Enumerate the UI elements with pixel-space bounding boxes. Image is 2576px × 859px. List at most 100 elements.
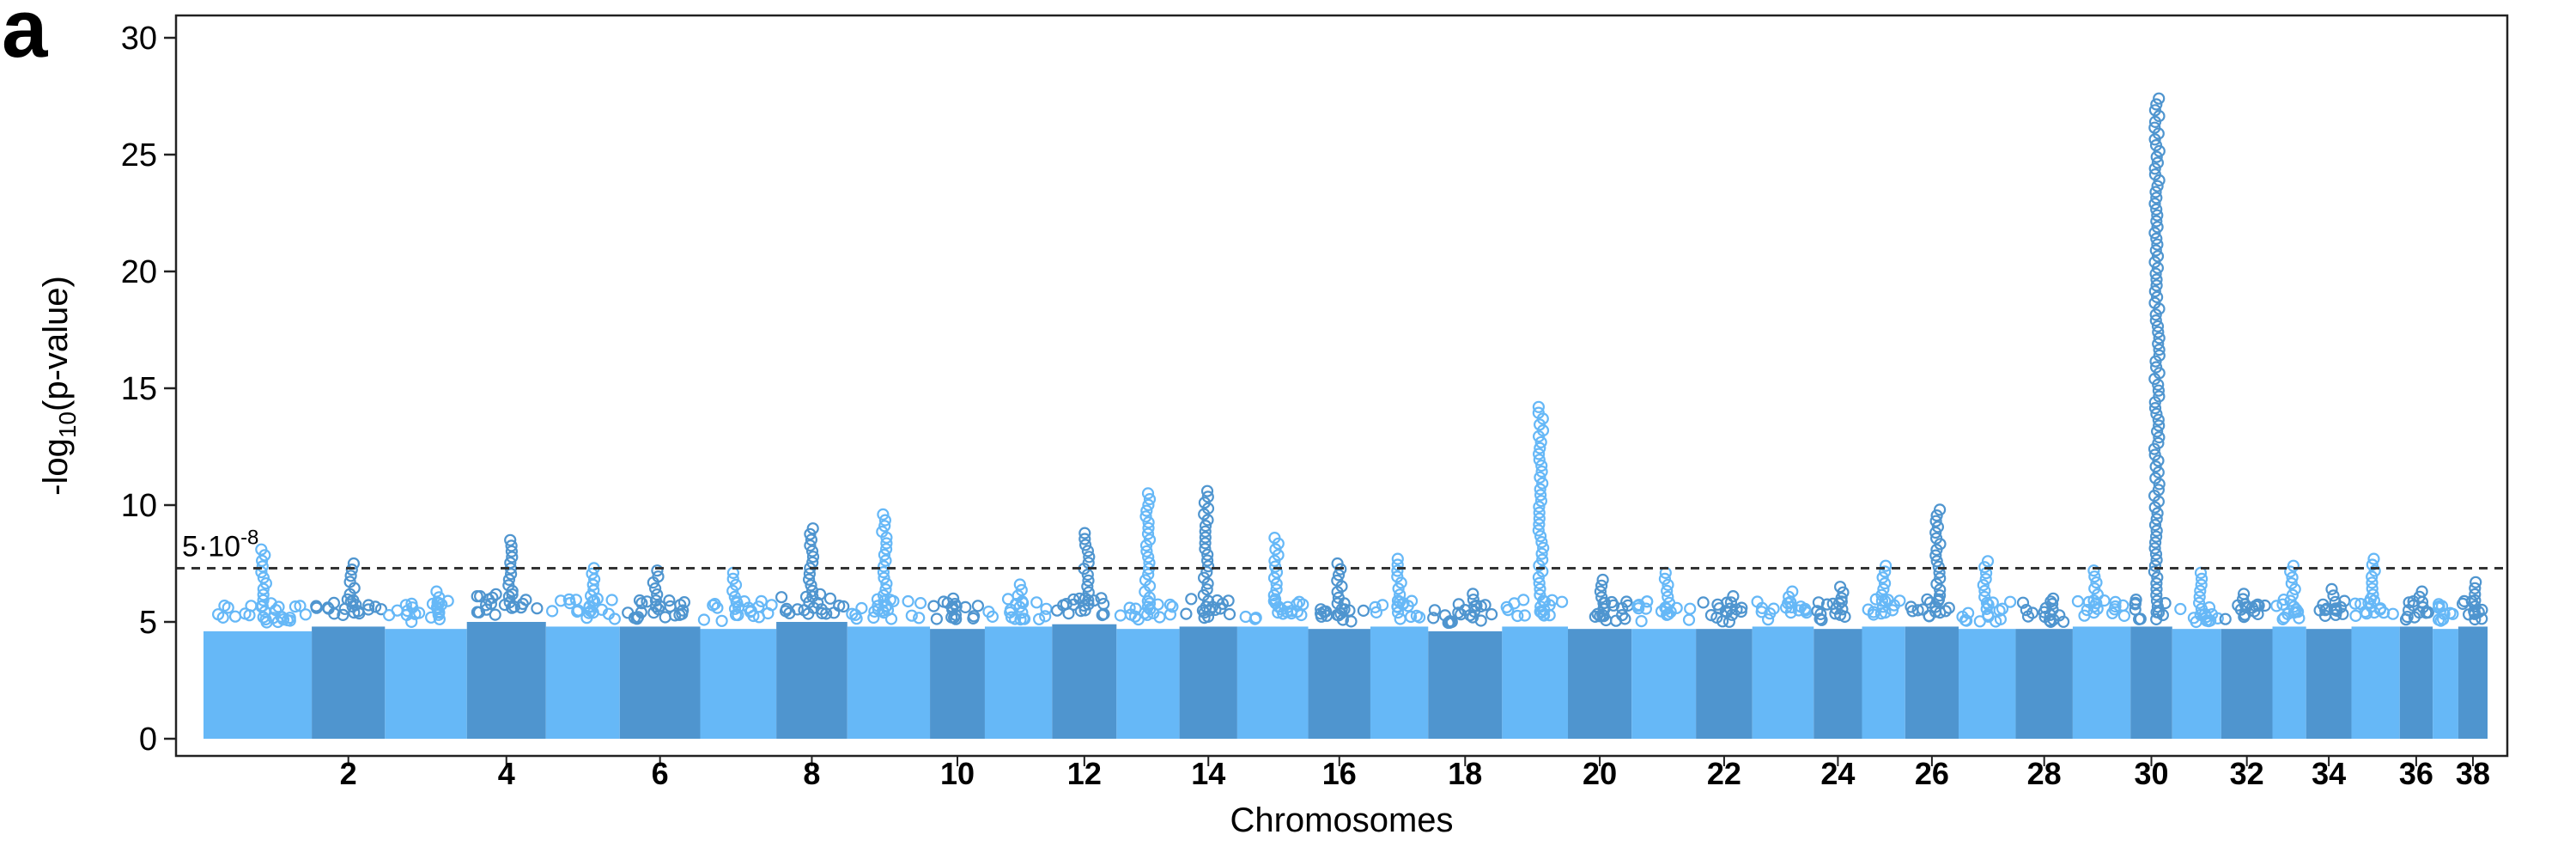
snp-point [216,611,229,624]
snp-point [1067,593,1080,606]
chromosome-24-block [1814,629,1862,739]
snp-peak-point [2468,606,2482,619]
snp-point [1814,612,1826,625]
x-tick-label: 12 [1067,756,1102,791]
snp-peak-point [1537,541,1550,555]
snp-peak-point [1267,571,1281,585]
snp-peak-point [1467,588,1479,600]
snp-peak-point [2153,349,2166,362]
snp-point [516,597,529,611]
snp-peak-point [1082,598,1095,611]
snp-peak-point [2368,606,2381,619]
snp-peak-point [1142,498,1155,512]
y-tick-label: 10 [121,488,157,524]
snp-peak-point [2325,582,2338,596]
snp-point [362,599,375,612]
snp-point [531,602,544,615]
chromosome-28-block [2015,629,2073,739]
snp-peak-point [2088,582,2101,595]
snp-peak-point [1533,518,1546,531]
snp-peak-point [2286,571,2299,584]
snp-point [1114,609,1127,622]
snp-peak-point [1267,588,1280,602]
chromosome-37-points [2433,598,2459,739]
snp-peak-point [1083,551,1096,564]
snp-point [849,608,862,621]
snp-point [2338,594,2351,607]
snp-peak-point [2149,472,2162,484]
chromosome-35-points [2348,552,2400,739]
chromosome-3-block [385,629,467,739]
snp-peak-point [1535,459,1548,472]
snp-peak-point [1392,582,1405,595]
snp-peak-point [1140,545,1153,557]
snp-peak-point [1534,471,1546,484]
snp-peak-point [804,539,817,552]
snp-point [1799,604,1812,617]
chromosome-23-points [1751,585,1814,739]
x-tick-label: 16 [1322,756,1357,791]
snp-point [930,612,944,625]
snp-point [1615,608,1629,622]
snp-peak-point [1140,608,1154,621]
snp-peak-point [2153,332,2166,344]
snp-peak-point [2150,150,2163,163]
chromosome-25-block [1862,626,1905,739]
snp-peak-point [255,543,268,556]
y-tick-label: 15 [121,371,157,407]
snp-peak-point [2366,558,2379,571]
snp-peak-point [1201,490,1214,503]
snp-point [2071,594,2084,608]
chromosome-15-block [1236,626,1309,739]
snp-peak-point [2148,565,2160,578]
snp-peak-point [878,594,890,607]
chromosome-12-block [1052,624,1117,739]
snp-peak-point [2193,590,2206,604]
snp-peak-point [1661,608,1674,621]
snp-point [1555,595,1569,608]
snp-peak-point [1197,571,1211,584]
chromosome-29-points [2071,564,2131,739]
snp-point [959,600,972,614]
snp-peak-point [1394,576,1407,589]
chromosome-7-block [700,629,777,739]
snp-peak-point [2287,559,2300,572]
snp-point [545,605,559,618]
snp-peak-point [1979,572,1992,586]
snp-peak-point [878,571,890,584]
snp-peak-point [2149,186,2162,198]
snp-peak-point [2148,518,2162,532]
snp-peak-point [2287,606,2300,619]
snp-peak-point [1199,531,1212,544]
snp-peak-point [1534,489,1547,502]
snp-peak-point [1661,584,1674,598]
snp-point [337,608,349,622]
snp-point [884,612,898,625]
snp-peak-point [879,583,892,596]
snp-peak-point [2365,600,2378,613]
snp-point [914,596,927,610]
snp-peak-point [876,525,889,539]
snp-peak-point [586,567,598,581]
snp-point [1917,603,1929,616]
snp-peak-point [1081,545,1095,557]
snp-point [479,599,493,612]
snp-peak-point [1142,568,1155,581]
snp-point [1357,604,1370,618]
snp-peak-point [2149,244,2162,257]
snp-peak-point [430,585,443,598]
snp-peak-point [257,571,270,584]
snp-peak-point [2046,597,2059,611]
y-tick-label: 0 [139,722,157,758]
snp-peak-point [2470,576,2482,588]
snp-point [2202,614,2215,628]
snp-point [563,596,576,610]
snp-peak-point [2151,571,2164,584]
snp-peak-point [2151,180,2164,192]
snp-point [1814,607,1827,621]
y-tick-label: 5 [139,605,157,641]
snp-point [1632,602,1645,615]
snp-peak-point [879,600,892,613]
x-tick-label: 2 [340,756,357,791]
snp-peak-point [2469,600,2482,613]
